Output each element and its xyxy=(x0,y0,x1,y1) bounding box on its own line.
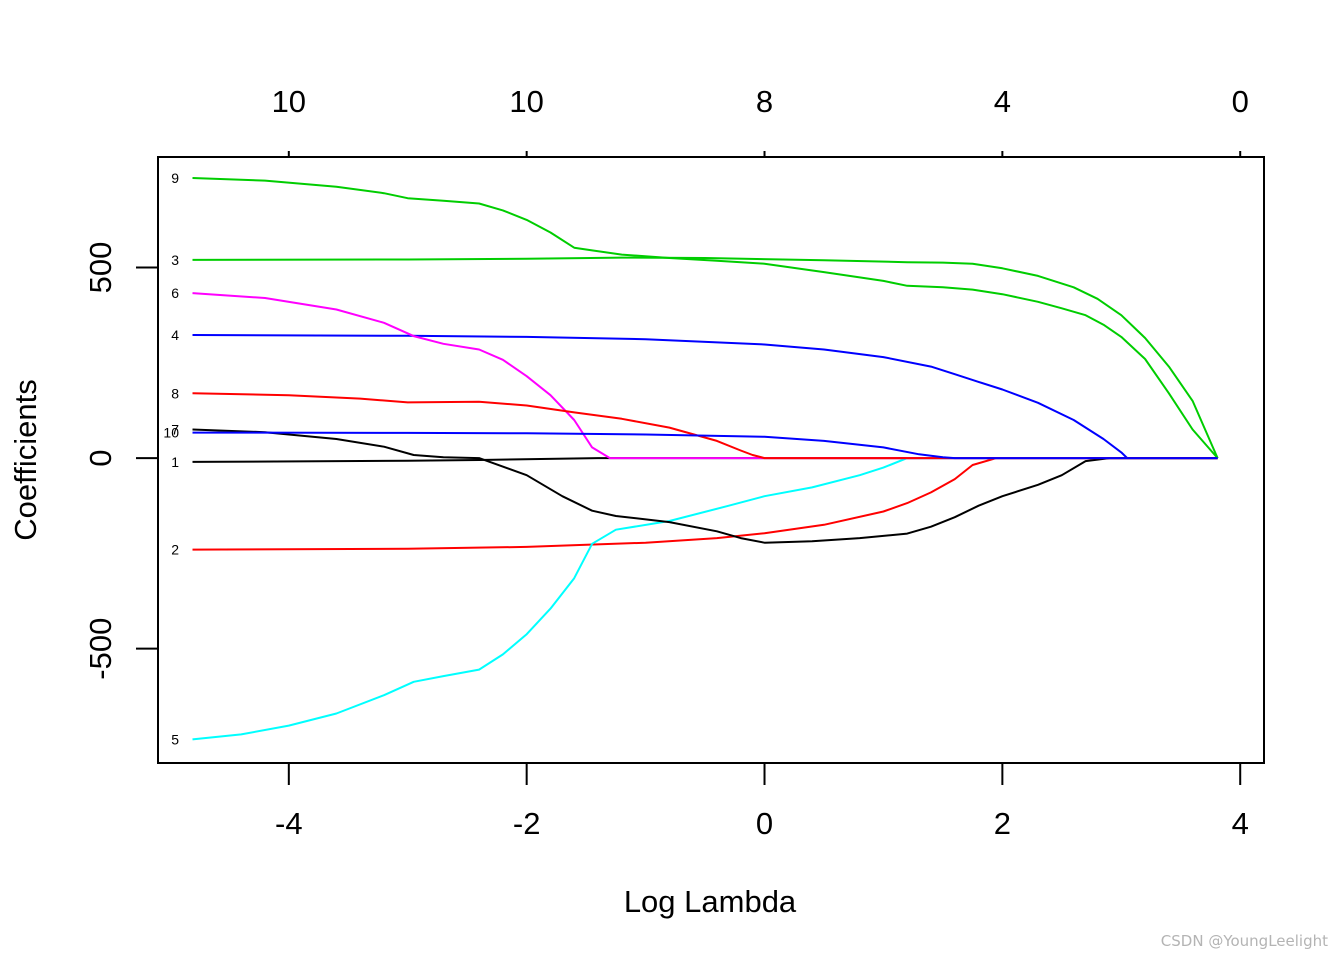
curve-label-3: 3 xyxy=(171,252,179,268)
bottom-tick-label: 4 xyxy=(1232,806,1249,841)
series-line-6 xyxy=(192,292,1218,460)
top-x-axis: 10 10 8 4 0 xyxy=(272,84,1249,158)
left-tick-label: 0 xyxy=(83,449,118,466)
left-y-axis: -500 0 500 xyxy=(83,242,159,680)
bottom-x-axis: -4 -2 0 2 4 xyxy=(275,762,1249,841)
series-line-5 xyxy=(192,457,1218,741)
curve-label-6: 6 xyxy=(171,285,179,301)
watermark: CSDN @YoungLeelight xyxy=(1160,932,1328,950)
bottom-tick-label: 0 xyxy=(756,806,773,841)
series-line-10 xyxy=(192,431,1218,460)
series-layer xyxy=(192,177,1219,741)
bottom-tick-label: 2 xyxy=(994,806,1011,841)
y-axis-title: Coefficients xyxy=(8,379,43,540)
series-line-7 xyxy=(192,428,1218,544)
series-line-9 xyxy=(192,177,1219,459)
curve-label-8: 8 xyxy=(171,385,179,401)
x-axis-title: Log Lambda xyxy=(624,884,797,919)
curve-label-9: 9 xyxy=(171,170,179,186)
curve-label-5: 5 xyxy=(171,731,179,747)
top-tick-label: 4 xyxy=(994,84,1011,119)
curve-label-7: 7 xyxy=(171,422,179,438)
left-tick-label: -500 xyxy=(83,618,118,680)
series-line-2 xyxy=(192,457,1218,551)
curve-label-2: 2 xyxy=(171,542,179,558)
bottom-tick-label: -2 xyxy=(513,806,541,841)
bottom-tick-label: -4 xyxy=(275,806,303,841)
series-line-4 xyxy=(192,334,1218,460)
top-tick-label: 10 xyxy=(272,84,306,119)
series-line-8 xyxy=(192,392,1218,460)
curve-label-4: 4 xyxy=(171,327,179,343)
series-line-3 xyxy=(192,256,1219,459)
top-tick-label: 8 xyxy=(756,84,773,119)
curve-label-10: 10 xyxy=(163,425,179,441)
curve-label-1: 1 xyxy=(171,454,179,470)
top-tick-label: 0 xyxy=(1232,84,1249,119)
curve-label-layer: 1 2 3 4 5 6 7 8 9 10 xyxy=(163,170,179,747)
top-tick-label: 10 xyxy=(509,84,543,119)
left-tick-label: 500 xyxy=(83,242,118,294)
